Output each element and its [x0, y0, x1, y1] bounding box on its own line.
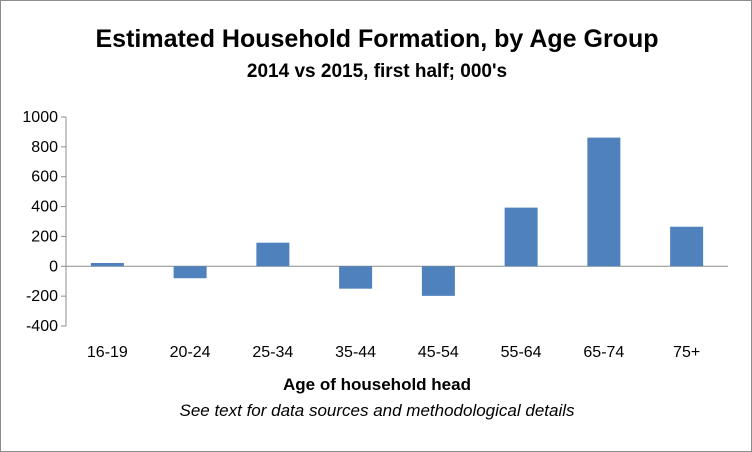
y-tick-label: 200: [31, 228, 58, 245]
chart-subtitle: 2014 vs 2015, first half; 000's: [246, 61, 508, 82]
bar-35-44: [339, 266, 373, 289]
bar-45-54: [421, 266, 455, 296]
x-tick-label: 75+: [673, 344, 700, 361]
x-tick-label: 55-64: [501, 344, 542, 361]
x-tick-label: 65-74: [583, 344, 624, 361]
x-tick-label: 25-34: [252, 344, 293, 361]
x-tick-label: 16-19: [87, 344, 128, 361]
y-tick-label: 600: [31, 169, 58, 186]
x-axis-ticks: 16-19 20-24 25-34 35-44 45-54 55-64 65-74 75+: [87, 344, 700, 361]
y-tick-label: 0: [49, 258, 58, 275]
bar-20-24: [173, 266, 207, 279]
y-tick-label: 1000: [22, 109, 58, 126]
bar-25-34: [256, 242, 290, 267]
y-tick-label: 800: [31, 139, 58, 156]
x-axis-label: Age of household head: [283, 375, 471, 394]
bar-75+: [670, 226, 704, 267]
y-tick-label: -400: [26, 318, 58, 335]
chart-title: Estimated Household Formation, by Age Gr…: [95, 25, 659, 53]
y-tick-label: -200: [26, 288, 58, 305]
x-tick-label: 45-54: [418, 344, 459, 361]
bar-55-64: [504, 207, 538, 267]
y-tick-label: 400: [31, 199, 58, 216]
bars: [90, 137, 704, 296]
chart-note: See text for data sources and methodolog…: [179, 401, 575, 420]
bar-65-74: [587, 137, 621, 267]
y-axis-ticks: -400 -200 0 200 400 600 800 1000: [22, 109, 66, 335]
bar-16-19: [90, 263, 124, 267]
x-tick-label: 35-44: [335, 344, 376, 361]
x-tick-label: 20-24: [170, 344, 211, 361]
